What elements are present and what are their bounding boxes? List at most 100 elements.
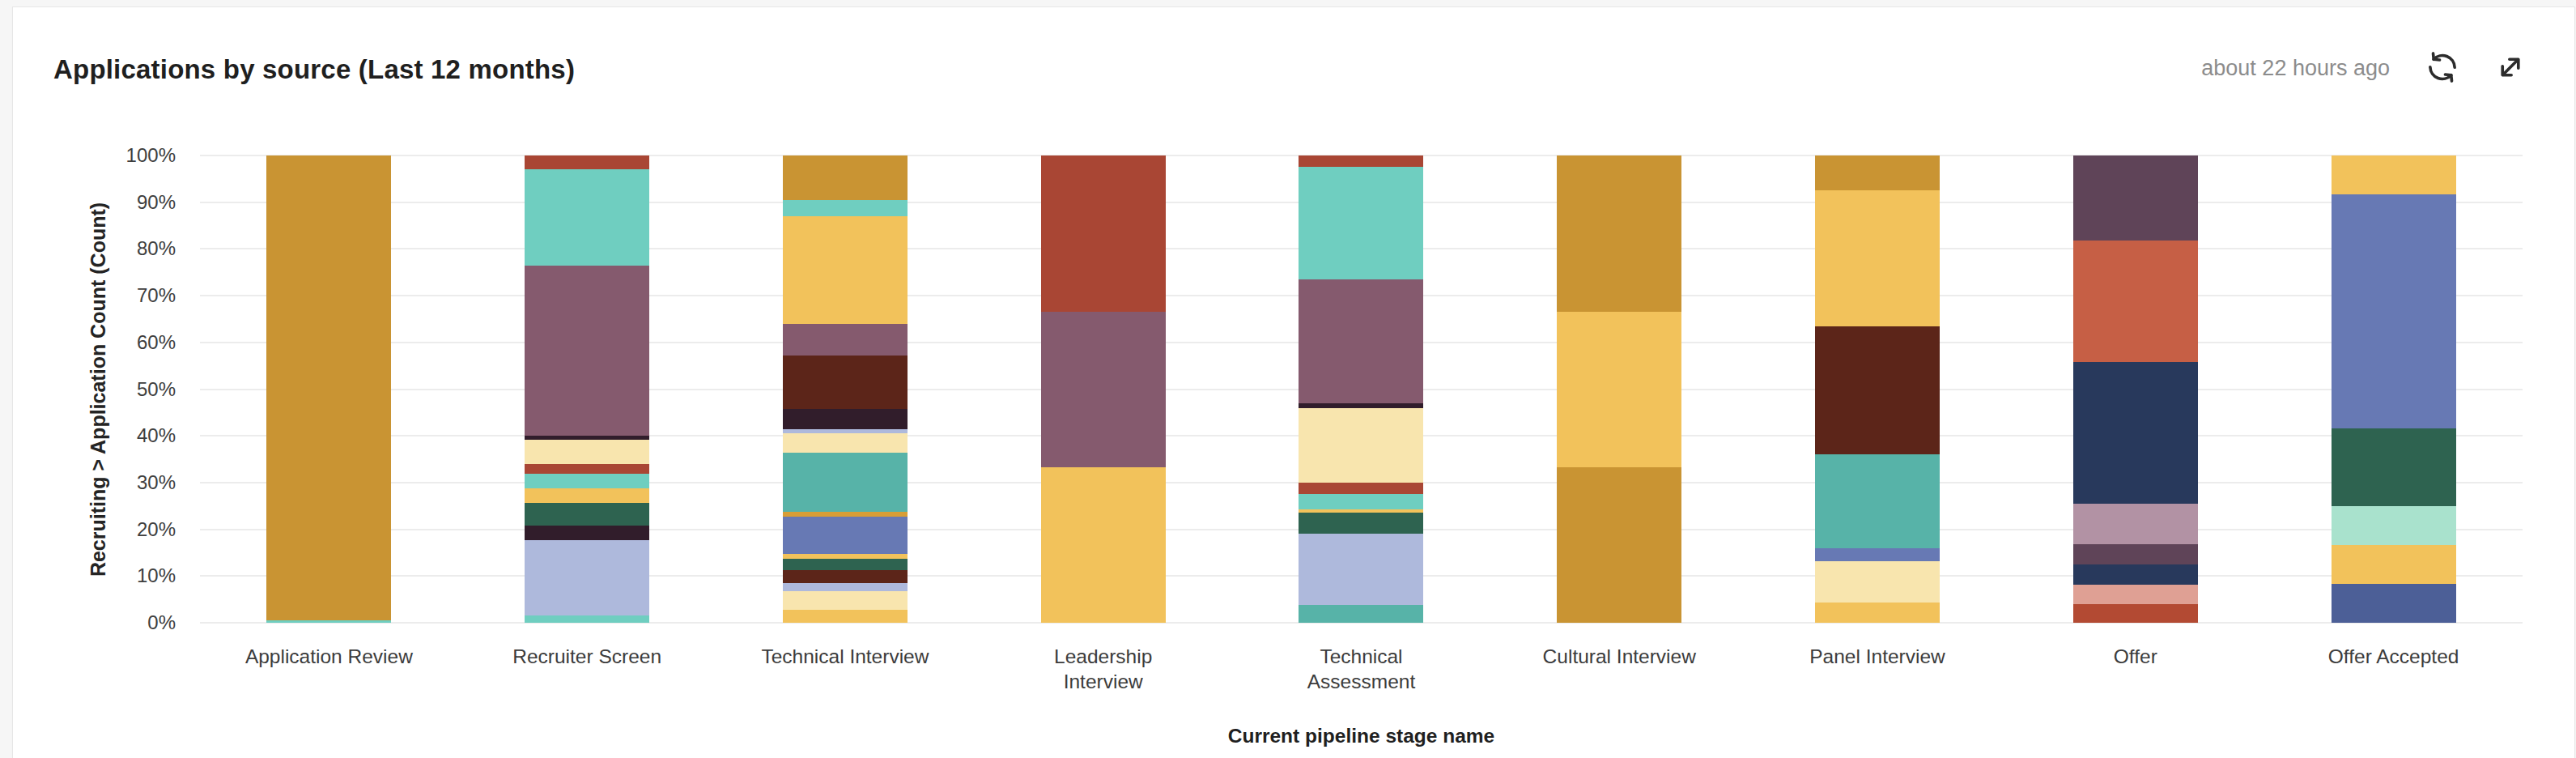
bar-segment[interactable] xyxy=(2332,428,2456,506)
y-tick-label-80%: 80% xyxy=(137,237,176,260)
category-slot: Cultural Interview xyxy=(1490,155,1749,623)
bar-panel-interview xyxy=(1815,155,1940,623)
bar-segment[interactable] xyxy=(266,155,391,620)
x-tick-label-line: Leadership xyxy=(1054,644,1152,669)
bar-segment[interactable] xyxy=(525,266,649,436)
bar-segment[interactable] xyxy=(2073,604,2198,623)
bar-segment[interactable] xyxy=(783,216,908,324)
bar-segment[interactable] xyxy=(525,169,649,265)
refresh-button[interactable] xyxy=(2422,48,2463,88)
refresh-icon xyxy=(2424,49,2461,88)
x-tick-label: Cultural Interview xyxy=(1543,644,1696,669)
bar-segment[interactable] xyxy=(1041,312,1166,467)
bar-segment[interactable] xyxy=(2073,362,2198,504)
y-tick-label-60%: 60% xyxy=(137,331,176,354)
x-tick-label-line: Technical xyxy=(1307,644,1415,669)
expand-button[interactable] xyxy=(2490,48,2531,88)
y-tick-label-90%: 90% xyxy=(137,191,176,214)
bar-segment[interactable] xyxy=(1815,561,1940,603)
bar-segment[interactable] xyxy=(525,464,649,474)
x-tick-label-line: Application Review xyxy=(245,644,413,669)
x-tick-label-line: Panel Interview xyxy=(1809,644,1945,669)
x-tick-label-line: Offer xyxy=(2114,644,2157,669)
bar-segment[interactable] xyxy=(783,559,908,570)
bar-segment[interactable] xyxy=(1299,534,1423,605)
bar-segment[interactable] xyxy=(783,409,908,428)
bar-segment[interactable] xyxy=(2073,585,2198,604)
bar-segment[interactable] xyxy=(783,356,908,409)
bar-segment[interactable] xyxy=(1041,467,1166,623)
category-slot: Offer Accepted xyxy=(2264,155,2523,623)
y-tick-label-30%: 30% xyxy=(137,471,176,494)
bar-segment[interactable] xyxy=(783,610,908,623)
chart-card: Applications by source (Last 12 months) … xyxy=(12,6,2575,758)
bar-segment[interactable] xyxy=(2073,155,2198,241)
bar-segment[interactable] xyxy=(2332,194,2456,428)
bar-segment[interactable] xyxy=(783,200,908,216)
x-tick-label: LeadershipInterview xyxy=(1054,644,1152,694)
y-tick-label-40%: 40% xyxy=(137,424,176,447)
bar-segment[interactable] xyxy=(2073,564,2198,585)
bar-segment[interactable] xyxy=(783,453,908,512)
x-tick-label: Recruiter Screen xyxy=(512,644,661,669)
bar-segment[interactable] xyxy=(1557,312,1681,467)
bar-segment[interactable] xyxy=(783,517,908,554)
bar-segment[interactable] xyxy=(2332,545,2456,584)
category-slot: TechnicalAssessment xyxy=(1232,155,1490,623)
x-tick-label: Panel Interview xyxy=(1809,644,1945,669)
bar-segment[interactable] xyxy=(525,488,649,503)
bar-segment[interactable] xyxy=(783,570,908,583)
bar-segment[interactable] xyxy=(1299,408,1423,483)
bar-segment[interactable] xyxy=(1815,190,1940,326)
bar-segment[interactable] xyxy=(2073,504,2198,544)
bar-segment[interactable] xyxy=(1557,155,1681,312)
bar-segment[interactable] xyxy=(783,324,908,356)
bar-segment[interactable] xyxy=(1299,167,1423,279)
bar-segment[interactable] xyxy=(1299,483,1423,494)
bar-segment[interactable] xyxy=(2332,506,2456,545)
last-refreshed-label: about 22 hours ago xyxy=(2201,56,2390,81)
bar-segment[interactable] xyxy=(2332,584,2456,623)
bar-segment[interactable] xyxy=(1299,279,1423,403)
bar-segment[interactable] xyxy=(1299,155,1423,167)
bar-segment[interactable] xyxy=(525,540,649,615)
y-axis-title: Recruiting > Application Count (Count) xyxy=(87,202,110,576)
bar-segment[interactable] xyxy=(783,433,908,453)
bar-segment[interactable] xyxy=(525,503,649,526)
bar-segment[interactable] xyxy=(1041,155,1166,312)
category-slot: LeadershipInterview xyxy=(974,155,1232,623)
bar-segment[interactable] xyxy=(1299,494,1423,509)
bar-segment[interactable] xyxy=(2073,241,2198,362)
bar-segment[interactable] xyxy=(266,620,391,623)
bar-segment[interactable] xyxy=(525,615,649,623)
bar-segment[interactable] xyxy=(1815,603,1940,623)
x-tick-label: Offer Accepted xyxy=(2328,644,2459,669)
bar-segment[interactable] xyxy=(525,474,649,488)
bar-segment[interactable] xyxy=(1299,605,1423,623)
bar-segment[interactable] xyxy=(525,526,649,540)
bar-technical-interview xyxy=(783,155,908,623)
bar-segment[interactable] xyxy=(1815,155,1940,190)
bar-offer xyxy=(2073,155,2198,623)
x-axis-title: Current pipeline stage name xyxy=(1228,725,1494,747)
bar-segment[interactable] xyxy=(2332,155,2456,194)
x-tick-label-line: Technical Interview xyxy=(761,644,929,669)
bar-segment[interactable] xyxy=(1299,513,1423,534)
bar-segment[interactable] xyxy=(783,583,908,591)
bar-segment[interactable] xyxy=(525,155,649,169)
bar-segment[interactable] xyxy=(1815,548,1940,561)
bar-technical-assessment xyxy=(1299,155,1423,623)
bar-segment[interactable] xyxy=(783,155,908,200)
chart-title: Applications by source (Last 12 months) xyxy=(53,54,575,85)
bar-leadership-interview xyxy=(1041,155,1166,623)
bar-segment[interactable] xyxy=(1557,467,1681,623)
bar-recruiter-screen xyxy=(525,155,649,623)
card-header-actions: about 22 hours ago xyxy=(2201,48,2531,88)
bar-segment[interactable] xyxy=(1815,326,1940,454)
bar-segment[interactable] xyxy=(1815,454,1940,547)
y-tick-label-70%: 70% xyxy=(137,284,176,307)
bar-segment[interactable] xyxy=(525,440,649,464)
bar-segment[interactable] xyxy=(2073,544,2198,564)
expand-icon xyxy=(2492,49,2529,88)
bar-segment[interactable] xyxy=(783,591,908,610)
